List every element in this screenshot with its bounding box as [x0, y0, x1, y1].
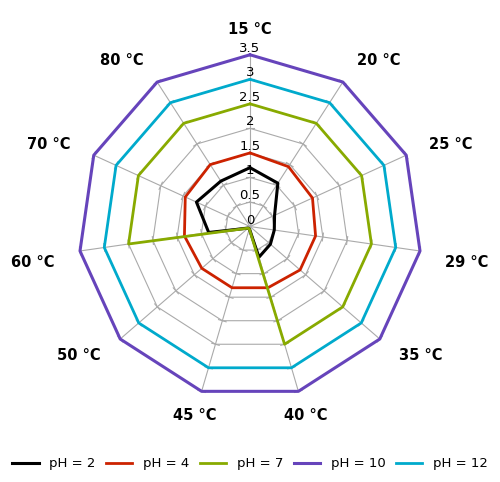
- Legend: pH = 2, pH = 4, pH = 7, pH = 10, pH = 12: pH = 2, pH = 4, pH = 7, pH = 10, pH = 12: [7, 452, 493, 475]
- Text: 29 °C: 29 °C: [446, 254, 488, 269]
- Text: 15 °C: 15 °C: [228, 22, 272, 37]
- Text: 70 °C: 70 °C: [27, 137, 70, 152]
- Text: 0.5: 0.5: [240, 189, 260, 202]
- Text: 80 °C: 80 °C: [100, 53, 144, 68]
- Text: 25 °C: 25 °C: [430, 137, 473, 152]
- Text: 3: 3: [246, 67, 254, 80]
- Text: 3.5: 3.5: [240, 42, 260, 55]
- Text: 1: 1: [246, 164, 254, 177]
- Text: 1.5: 1.5: [240, 140, 260, 153]
- Text: 40 °C: 40 °C: [284, 408, 328, 423]
- Text: 20 °C: 20 °C: [356, 53, 400, 68]
- Text: 50 °C: 50 °C: [58, 348, 101, 363]
- Text: 60 °C: 60 °C: [11, 254, 54, 269]
- Text: 0: 0: [246, 214, 254, 227]
- Text: 35 °C: 35 °C: [399, 348, 442, 363]
- Text: 45 °C: 45 °C: [172, 408, 216, 423]
- Text: 2: 2: [246, 115, 254, 128]
- Text: 2.5: 2.5: [240, 91, 260, 104]
